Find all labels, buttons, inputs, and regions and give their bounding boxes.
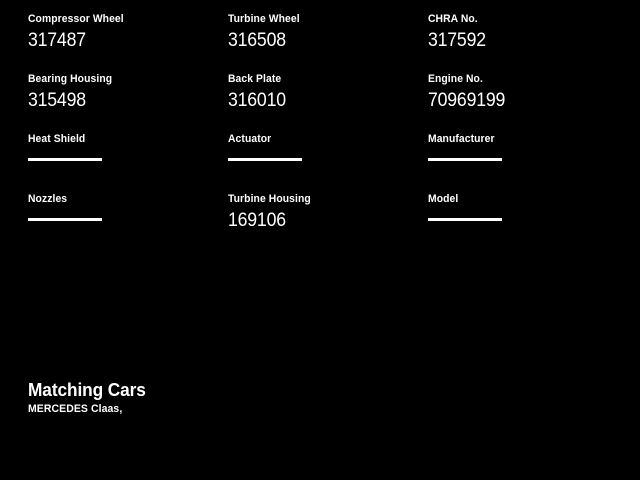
spec-field: Actuator ——————: [228, 132, 428, 192]
spec-field-value: 316010: [228, 90, 286, 111]
spec-field-value: 317592: [428, 30, 486, 51]
spec-field-value: 169106: [228, 210, 286, 231]
spec-field: Manufacturer ——————: [428, 132, 628, 192]
spec-field-label: Bearing Housing: [28, 73, 113, 85]
spec-field-label: Engine No.: [428, 73, 483, 85]
spec-field-value-empty: ——————: [28, 218, 102, 221]
spec-field-value-empty: ——————: [428, 218, 502, 221]
spec-field: Compressor Wheel 317487: [28, 12, 228, 72]
spec-field-label: Back Plate: [228, 73, 282, 85]
spec-field-label: Model: [428, 193, 459, 205]
spec-field-value-empty: ——————: [28, 158, 102, 161]
spec-field-label: Actuator: [228, 133, 272, 145]
spec-field-value: 317487: [28, 30, 86, 51]
matching-cars-list: MERCEDES Claas,: [28, 403, 123, 415]
spec-field: Back Plate 316010: [228, 72, 428, 132]
spec-field-value: 315498: [28, 90, 86, 111]
spec-field-label: CHRA No.: [428, 13, 478, 25]
matching-cars-heading: Matching Cars: [28, 380, 146, 400]
spec-field: Nozzles ——————: [28, 192, 228, 252]
spec-field-grid: Compressor Wheel 317487 Turbine Wheel 31650…: [28, 12, 628, 252]
spec-field: Bearing Housing 315498: [28, 72, 228, 132]
spec-field-value: 316508: [228, 30, 286, 51]
spec-field: Model ——————: [428, 192, 628, 252]
spec-field-value: 70969199: [428, 90, 506, 111]
matching-cars-section: Matching Cars MERCEDES Claas,: [28, 380, 588, 416]
spec-field: Turbine Housing 169106: [228, 192, 428, 252]
spec-field-label: Turbine Wheel: [228, 13, 300, 25]
spec-field-label: Manufacturer: [428, 133, 495, 145]
spec-field-label: Nozzles: [28, 193, 68, 205]
spec-field-label: Turbine Housing: [228, 193, 311, 205]
spec-field: Turbine Wheel 316508: [228, 12, 428, 72]
spec-field-value-empty: ——————: [428, 158, 502, 161]
spec-field: Engine No. 70969199: [428, 72, 628, 132]
spec-field-label: Heat Shield: [28, 133, 86, 145]
spec-field-label: Compressor Wheel: [28, 13, 124, 25]
spec-field: CHRA No. 317592: [428, 12, 628, 72]
spec-field-value-empty: ——————: [228, 158, 302, 161]
spec-field: Heat Shield ——————: [28, 132, 228, 192]
